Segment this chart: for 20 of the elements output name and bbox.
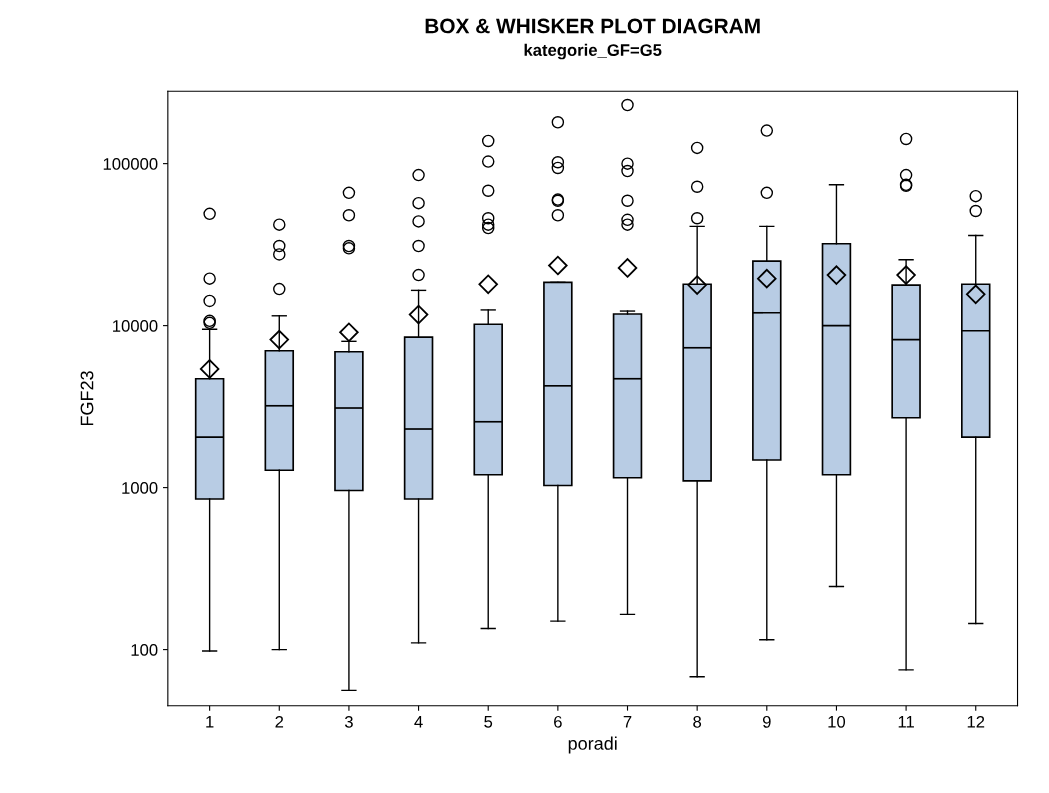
x-tick-label: 8 bbox=[693, 715, 702, 728]
x-tick-label: 11 bbox=[898, 716, 914, 728]
y-axis-title: FGF23 bbox=[80, 371, 94, 426]
y-tick-label: 1000 bbox=[122, 482, 158, 494]
x-tick-label: 1 bbox=[206, 716, 214, 728]
chart-subtitle: kategorie_GF=G5 bbox=[524, 43, 662, 60]
x-tick-label: 9 bbox=[762, 715, 771, 728]
x-tick-label: 10 bbox=[828, 715, 846, 728]
x-axis-title: poradi bbox=[568, 736, 617, 754]
chart-title: BOX & WHISKER PLOT DIAGRAM bbox=[425, 18, 760, 34]
x-tick-label: 7 bbox=[623, 716, 632, 728]
y-tick-label: 10000 bbox=[113, 320, 158, 332]
x-tick-label: 4 bbox=[414, 716, 423, 728]
x-tick-label: 5 bbox=[484, 716, 493, 728]
x-tick-label: 2 bbox=[275, 715, 284, 728]
x-tick-label: 12 bbox=[967, 715, 985, 728]
y-tick-label: 100000 bbox=[103, 158, 158, 170]
x-tick-label: 6 bbox=[554, 715, 562, 728]
y-tick-label: 100 bbox=[131, 644, 158, 656]
x-tick-label: 3 bbox=[344, 715, 353, 728]
